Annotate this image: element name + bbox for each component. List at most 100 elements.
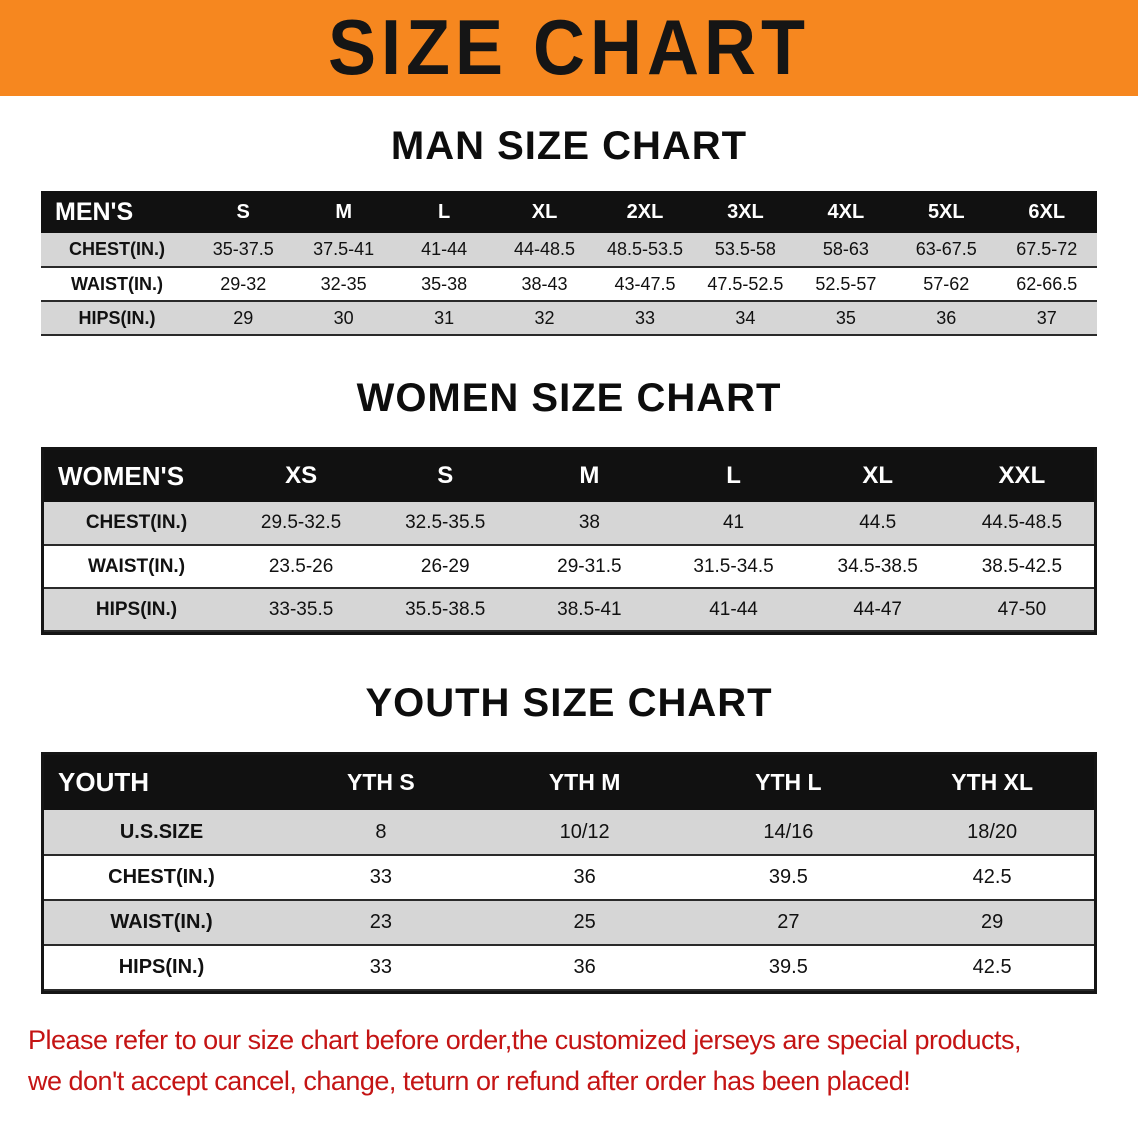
women-size-table: WOMEN'S XS S M L XL XXL CHEST(IN.) 29.5-32.5 32.5… [41, 447, 1097, 635]
row-label: WAIST(IN.) [110, 911, 213, 933]
size-column-header: 2XL [594, 191, 696, 233]
women-size-chart-title: WOMEN SIZE CHART [356, 376, 782, 420]
man-size-chart-title: MAN SIZE CHART [390, 124, 748, 168]
man-size-chart-section: MAN SIZE CHART MEN'S S M L XL 2XL 3XL 4XL 5XL 6XL… [0, 124, 1138, 336]
table-row: WAIST(IN.) 29-32 32-35 35-38 38-43 43-47.5 47.… [41, 267, 1097, 301]
size-cell: 38.5-42.5 [981, 555, 1063, 577]
row-label: CHEST(IN.) [85, 512, 188, 533]
size-column-header: XXL [949, 450, 1094, 502]
size-cell: 29 [233, 307, 254, 328]
size-cell: 29 [981, 911, 1004, 933]
table-row: HIPS(IN.) 33 36 39.5 42.5 [44, 945, 1094, 990]
women-size-chart-section: WOMEN SIZE CHART WOMEN'S XS S M L XL XXL CHEST(… [0, 376, 1138, 635]
table-header-row: WOMEN'S XS S M L XL XXL [44, 450, 1094, 502]
table-row: HIPS(IN.) 33-35.5 35.5-38.5 38.5-41 41-44 44-… [44, 588, 1094, 631]
youth-size-chart-section: YOUTH SIZE CHART YOUTH YTH S YTH M YTH L YTH… [0, 681, 1138, 994]
row-label: HIPS(IN.) [78, 307, 156, 328]
size-chart-banner: SIZE CHART [0, 0, 1138, 96]
size-cell: 42.5 [972, 956, 1012, 978]
size-cell: 35-38 [421, 273, 468, 294]
size-cell: 32-35 [320, 273, 367, 294]
size-cell: 47.5-52.5 [707, 273, 784, 294]
youth-size-chart-title: YOUTH SIZE CHART [365, 681, 773, 725]
row-label: HIPS(IN.) [95, 598, 178, 620]
row-label: WAIST(IN.) [71, 273, 163, 294]
size-cell: 29-31.5 [557, 555, 622, 577]
row-label: CHEST(IN.) [69, 239, 165, 259]
size-column-header: L [393, 191, 495, 233]
size-cell: 38 [578, 512, 600, 533]
table-row: WAIST(IN.) 23.5-26 26-29 29-31.5 31.5-34.5 34… [44, 545, 1094, 588]
table-row: HIPS(IN.) 29 30 31 32 33 34 35 36 37 [41, 301, 1097, 335]
size-cell: 38.5-41 [557, 598, 622, 620]
size-cell: 43-47.5 [614, 273, 676, 294]
size-cell: 32 [534, 307, 555, 328]
size-column-header: 4XL [795, 191, 897, 233]
size-cell: 23.5-26 [268, 555, 334, 577]
size-table: MEN'S S M L XL 2XL 3XL 4XL 5XL 6XL CHEST(IN.) 35-37… [41, 191, 1097, 336]
size-cell: 57-62 [923, 273, 970, 294]
size-cell: 34 [735, 307, 756, 328]
size-table: WOMEN'S XS S M L XL XXL CHEST(IN.) 29.5-32.5 32.5… [44, 450, 1094, 632]
size-cell: 39.5 [768, 866, 808, 888]
size-cell: 38-43 [521, 273, 568, 294]
row-label: HIPS(IN.) [118, 956, 205, 978]
size-cell: 41-44 [709, 598, 758, 620]
size-cell: 44.5 [859, 512, 897, 533]
size-cell: 35.5-38.5 [405, 598, 486, 620]
table-row: CHEST(IN.) 33 36 39.5 42.5 [44, 855, 1094, 900]
size-cell: 31.5-34.5 [693, 555, 774, 577]
size-cell: 35 [835, 307, 856, 328]
size-column-header: XL [494, 191, 595, 233]
size-cell: 42.5 [972, 866, 1012, 888]
size-cell: 48.5-53.5 [606, 239, 683, 259]
size-cell: 33 [369, 956, 392, 978]
size-cell: 33 [369, 866, 392, 888]
youth-size-table: YOUTH YTH S YTH M YTH L YTH XL U.S.SIZE 8 10/12… [41, 752, 1097, 994]
size-cell: 35-37.5 [212, 239, 274, 259]
row-label: WAIST(IN.) [87, 555, 186, 577]
table-row: WAIST(IN.) 23 25 27 29 [44, 900, 1094, 945]
size-cell: 52.5-57 [815, 273, 877, 294]
size-cell: 41-44 [421, 239, 468, 259]
table-row: CHEST(IN.) 35-37.5 37.5-41 41-44 44-48.5 48.5… [41, 233, 1097, 267]
size-cell: 36 [573, 866, 596, 888]
size-cell: 44-48.5 [514, 239, 576, 259]
size-cell: 44.5-48.5 [981, 512, 1063, 533]
size-cell: 67.5-72 [1016, 239, 1078, 259]
disclaimer-line-1: Please refer to our size chart before or… [28, 1025, 1022, 1055]
size-cell: 23 [369, 911, 392, 933]
size-column-header: YTH M [482, 755, 687, 810]
size-cell: 26-29 [420, 555, 470, 577]
size-column-header: XS [229, 450, 374, 502]
size-cell: 10/12 [559, 820, 610, 843]
row-label: CHEST(IN.) [108, 866, 215, 888]
size-cell: 37.5-41 [313, 239, 375, 259]
size-cell: 37 [1036, 307, 1057, 328]
banner-title: SIZE CHART [328, 4, 810, 92]
size-column-header: S [193, 191, 294, 233]
disclaimer-text: Please refer to our size chart before or… [0, 1020, 1138, 1101]
size-cell: 33 [634, 307, 655, 328]
size-cell: 36 [936, 307, 957, 328]
table-corner-label: MEN'S [41, 191, 193, 233]
size-cell: 18/20 [967, 820, 1018, 843]
size-column-header: S [373, 450, 518, 502]
size-cell: 34.5-38.5 [837, 555, 918, 577]
size-column-header: 5XL [896, 191, 997, 233]
size-column-header: YTH S [279, 755, 483, 810]
size-column-header: 3XL [695, 191, 796, 233]
row-label: U.S.SIZE [119, 820, 204, 843]
size-cell: 8 [375, 820, 387, 843]
size-cell: 58-63 [822, 239, 869, 259]
size-column-header: M [293, 191, 394, 233]
size-column-header: 6XL [996, 191, 1097, 233]
size-cell: 33-35.5 [268, 598, 334, 620]
size-cell: 62-66.5 [1016, 273, 1078, 294]
table-row: U.S.SIZE 8 10/12 14/16 18/20 [44, 810, 1094, 855]
table-row: CHEST(IN.) 29.5-32.5 32.5-35.5 38 41 44.5 44.5… [44, 502, 1094, 545]
size-cell: 29.5-32.5 [260, 512, 342, 533]
size-column-header: M [517, 450, 662, 502]
size-cell: 14/16 [763, 820, 814, 843]
